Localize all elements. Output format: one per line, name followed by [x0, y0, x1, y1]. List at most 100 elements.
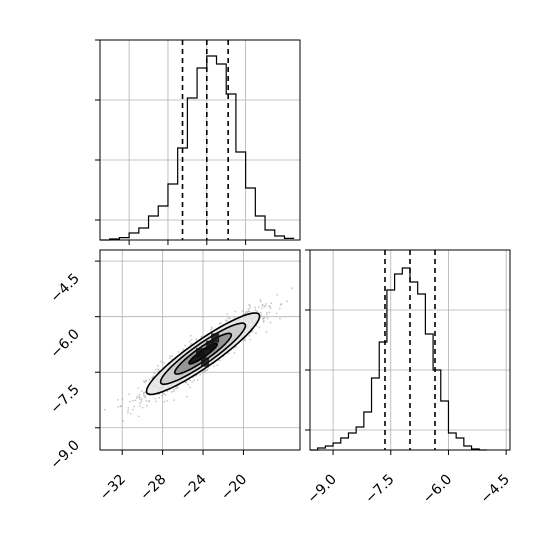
scatter-point	[218, 322, 221, 325]
scatter-point	[141, 398, 143, 400]
scatter-point	[172, 390, 175, 393]
scatter-point	[182, 348, 185, 351]
scatter-ytick-label-0: −9.0	[47, 437, 82, 472]
scatter-point	[233, 316, 236, 319]
scatter-point	[256, 310, 258, 313]
scatter-point	[138, 396, 141, 399]
scatter-point	[204, 370, 206, 373]
scatter-point	[127, 409, 129, 412]
scatter-ytick-label-3: −4.5	[47, 271, 82, 306]
scatter-point	[103, 408, 106, 411]
density-core	[195, 333, 220, 367]
scatter-point	[135, 396, 138, 399]
scatter-point	[260, 313, 263, 316]
scatter-point	[138, 405, 141, 407]
scatter-point	[276, 294, 279, 296]
scatter-point	[227, 317, 230, 320]
scatter-point	[157, 368, 159, 371]
scatter-point	[254, 309, 257, 312]
scatter-point	[225, 320, 228, 322]
scatter-point	[265, 303, 267, 305]
scatter-point	[138, 415, 140, 418]
scatter-point	[164, 394, 167, 396]
scatter-point	[246, 311, 249, 313]
scatter-point	[127, 412, 129, 414]
scatter-point	[248, 303, 251, 306]
scatter-point	[279, 303, 282, 306]
scatter-point	[270, 302, 273, 305]
scatter-point	[193, 379, 196, 382]
scatter-point	[139, 398, 141, 401]
scatter-point	[176, 386, 179, 389]
scatter-point	[233, 352, 236, 354]
scatter-point	[145, 404, 148, 407]
scatter-point	[255, 332, 257, 335]
scatter-point	[209, 329, 212, 331]
scatter-point	[163, 362, 165, 364]
scatter-point	[188, 340, 191, 343]
scatter-point	[184, 344, 187, 347]
scatter-point	[265, 313, 268, 316]
scatter-point	[268, 305, 271, 308]
scatter-point	[200, 335, 203, 338]
scatter-point	[166, 400, 169, 402]
scatter-point	[138, 393, 141, 396]
scatter-point	[143, 394, 145, 397]
scatter-point	[140, 400, 143, 403]
scatter-point	[148, 378, 151, 381]
density-core-cell	[206, 340, 215, 350]
scatter-point	[158, 396, 161, 399]
scatter-point	[258, 326, 261, 329]
scatter-point	[153, 372, 156, 375]
scatter-point	[130, 412, 132, 415]
scatter-point	[184, 381, 187, 384]
scatter-point	[189, 386, 192, 389]
scatter-xtick-label-0: −32	[97, 472, 129, 504]
scatter-point	[139, 402, 142, 405]
scatter-point	[201, 372, 204, 374]
scatter-point	[243, 338, 246, 341]
scatter-point	[122, 419, 124, 422]
scatter-point	[199, 373, 202, 376]
scatter-point	[291, 287, 294, 290]
scatter-point	[212, 365, 215, 368]
hist-y-xtick-label-1: −7.5	[362, 472, 397, 507]
scatter-point	[117, 399, 119, 401]
scatter-point	[137, 387, 140, 389]
scatter-point	[145, 380, 148, 383]
scatter-point	[174, 387, 177, 390]
scatter-point	[132, 408, 134, 411]
scatter-point	[119, 405, 122, 408]
scatter-point	[121, 398, 124, 400]
scatter-point	[249, 338, 252, 341]
hist-y-bars	[310, 267, 487, 451]
scatter-frame	[99, 249, 301, 451]
scatter-point	[219, 359, 222, 362]
scatter-point	[247, 308, 250, 311]
scatter-point	[249, 307, 251, 309]
scatter-point	[190, 338, 193, 341]
scatter-point	[171, 355, 174, 358]
density-core-cell	[201, 357, 210, 367]
scatter-point	[148, 400, 151, 403]
scatter-point	[216, 364, 219, 366]
scatter-point	[155, 400, 157, 403]
scatter-point	[264, 304, 267, 307]
scatter-point	[269, 321, 272, 324]
scatter-point	[241, 310, 244, 313]
scatter-point	[145, 400, 148, 402]
scatter-xtick-label-3: −20	[218, 472, 250, 504]
scatter-point	[166, 390, 169, 393]
scatter-point	[129, 400, 132, 403]
scatter-point	[173, 399, 175, 401]
scatter-point	[163, 400, 166, 403]
scatter-ytick-label-2: −6.0	[47, 326, 82, 361]
density-core-cell	[195, 348, 205, 358]
scatter-point	[133, 405, 136, 408]
scatter-point	[269, 307, 272, 310]
scatter-point	[262, 320, 265, 323]
scatter-point	[134, 399, 137, 402]
scatter-point	[227, 352, 230, 355]
scatter-point	[117, 405, 120, 408]
scatter-point	[157, 364, 159, 367]
